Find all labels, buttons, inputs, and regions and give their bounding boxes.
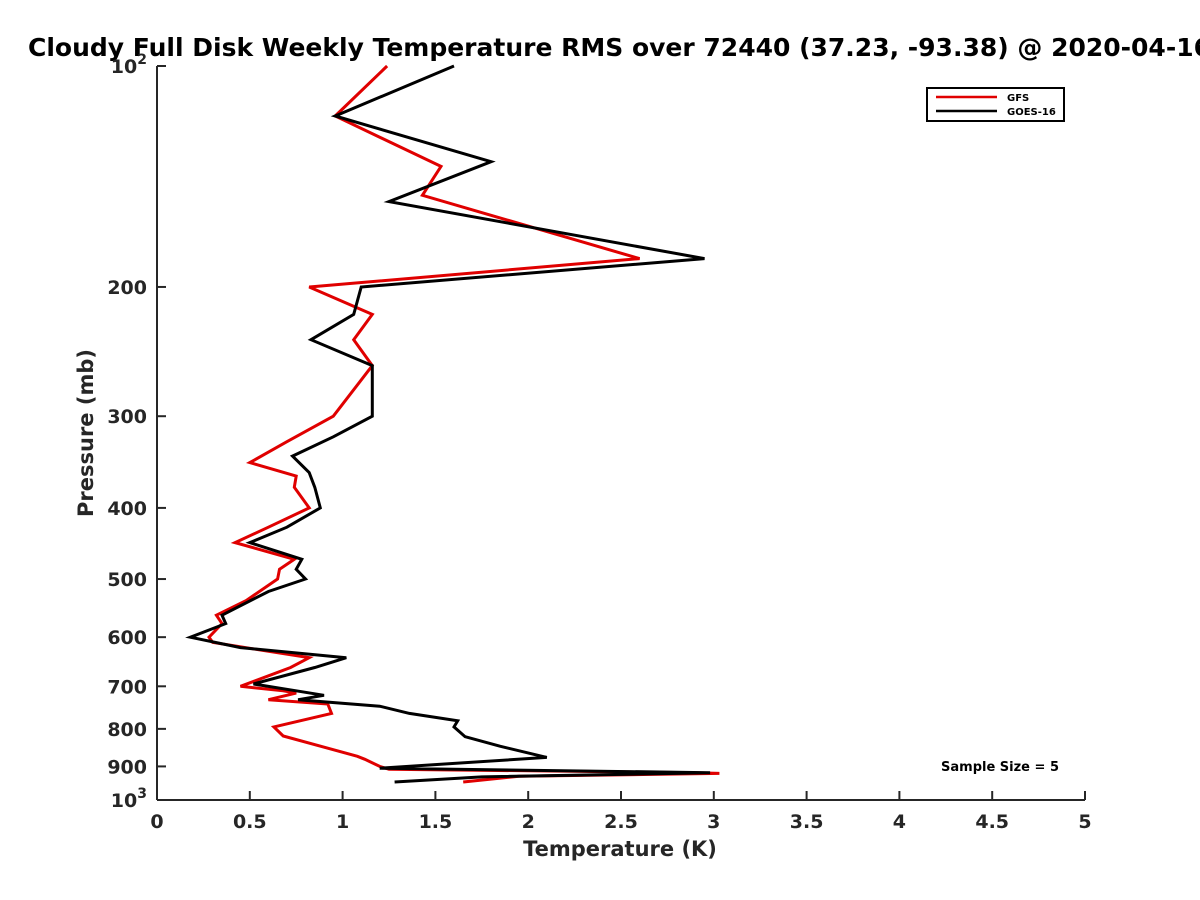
legend-label: GOES-16 [1007,107,1056,118]
y-tick-label: 102 [111,52,147,78]
legend-box [926,87,1065,122]
legend: GFS GOES-16 [926,87,1065,122]
y-axis-ticks: 102 200 300 400 500 600 700 800 900 103 [107,52,166,812]
x-tick-label: 2.5 [604,811,638,833]
y-tick-label: 200 [107,277,147,299]
x-tick-label: 4 [893,811,906,833]
y-tick-label: 600 [107,627,147,649]
x-tick-label: 5 [1078,811,1091,833]
x-axis-ticks: 0 0.5 1 1.5 2 2.5 3 3.5 4 4.5 5 [150,791,1092,833]
plot-lines [185,64,720,784]
x-tick-label: 1.5 [419,811,453,833]
series-line-gfs [207,64,720,784]
chart-title: Cloudy Full Disk Weekly Temperature RMS … [28,33,1200,62]
y-axis-label: Pressure (mb) [74,349,98,517]
y-tick-label: 800 [107,719,147,741]
x-tick-label: 2 [522,811,535,833]
x-tick-label: 4.5 [975,811,1009,833]
y-tick-label: 103 [111,786,147,812]
x-tick-label: 3 [707,811,720,833]
x-axis-label: Temperature (K) [523,837,717,861]
y-tick-label: 400 [107,498,147,520]
legend-label: GFS [1007,93,1029,104]
x-tick-label: 3.5 [790,811,824,833]
y-tick-label: 500 [107,569,147,591]
x-tick-label: 0 [150,811,163,833]
series-line-goes-16 [185,64,711,784]
y-tick-label: 900 [107,756,147,778]
sample-size-annotation: Sample Size = 5 [941,760,1059,775]
x-tick-label: 1 [336,811,349,833]
y-tick-label: 700 [107,676,147,698]
y-tick-label: 300 [107,406,147,428]
x-tick-label: 0.5 [233,811,267,833]
